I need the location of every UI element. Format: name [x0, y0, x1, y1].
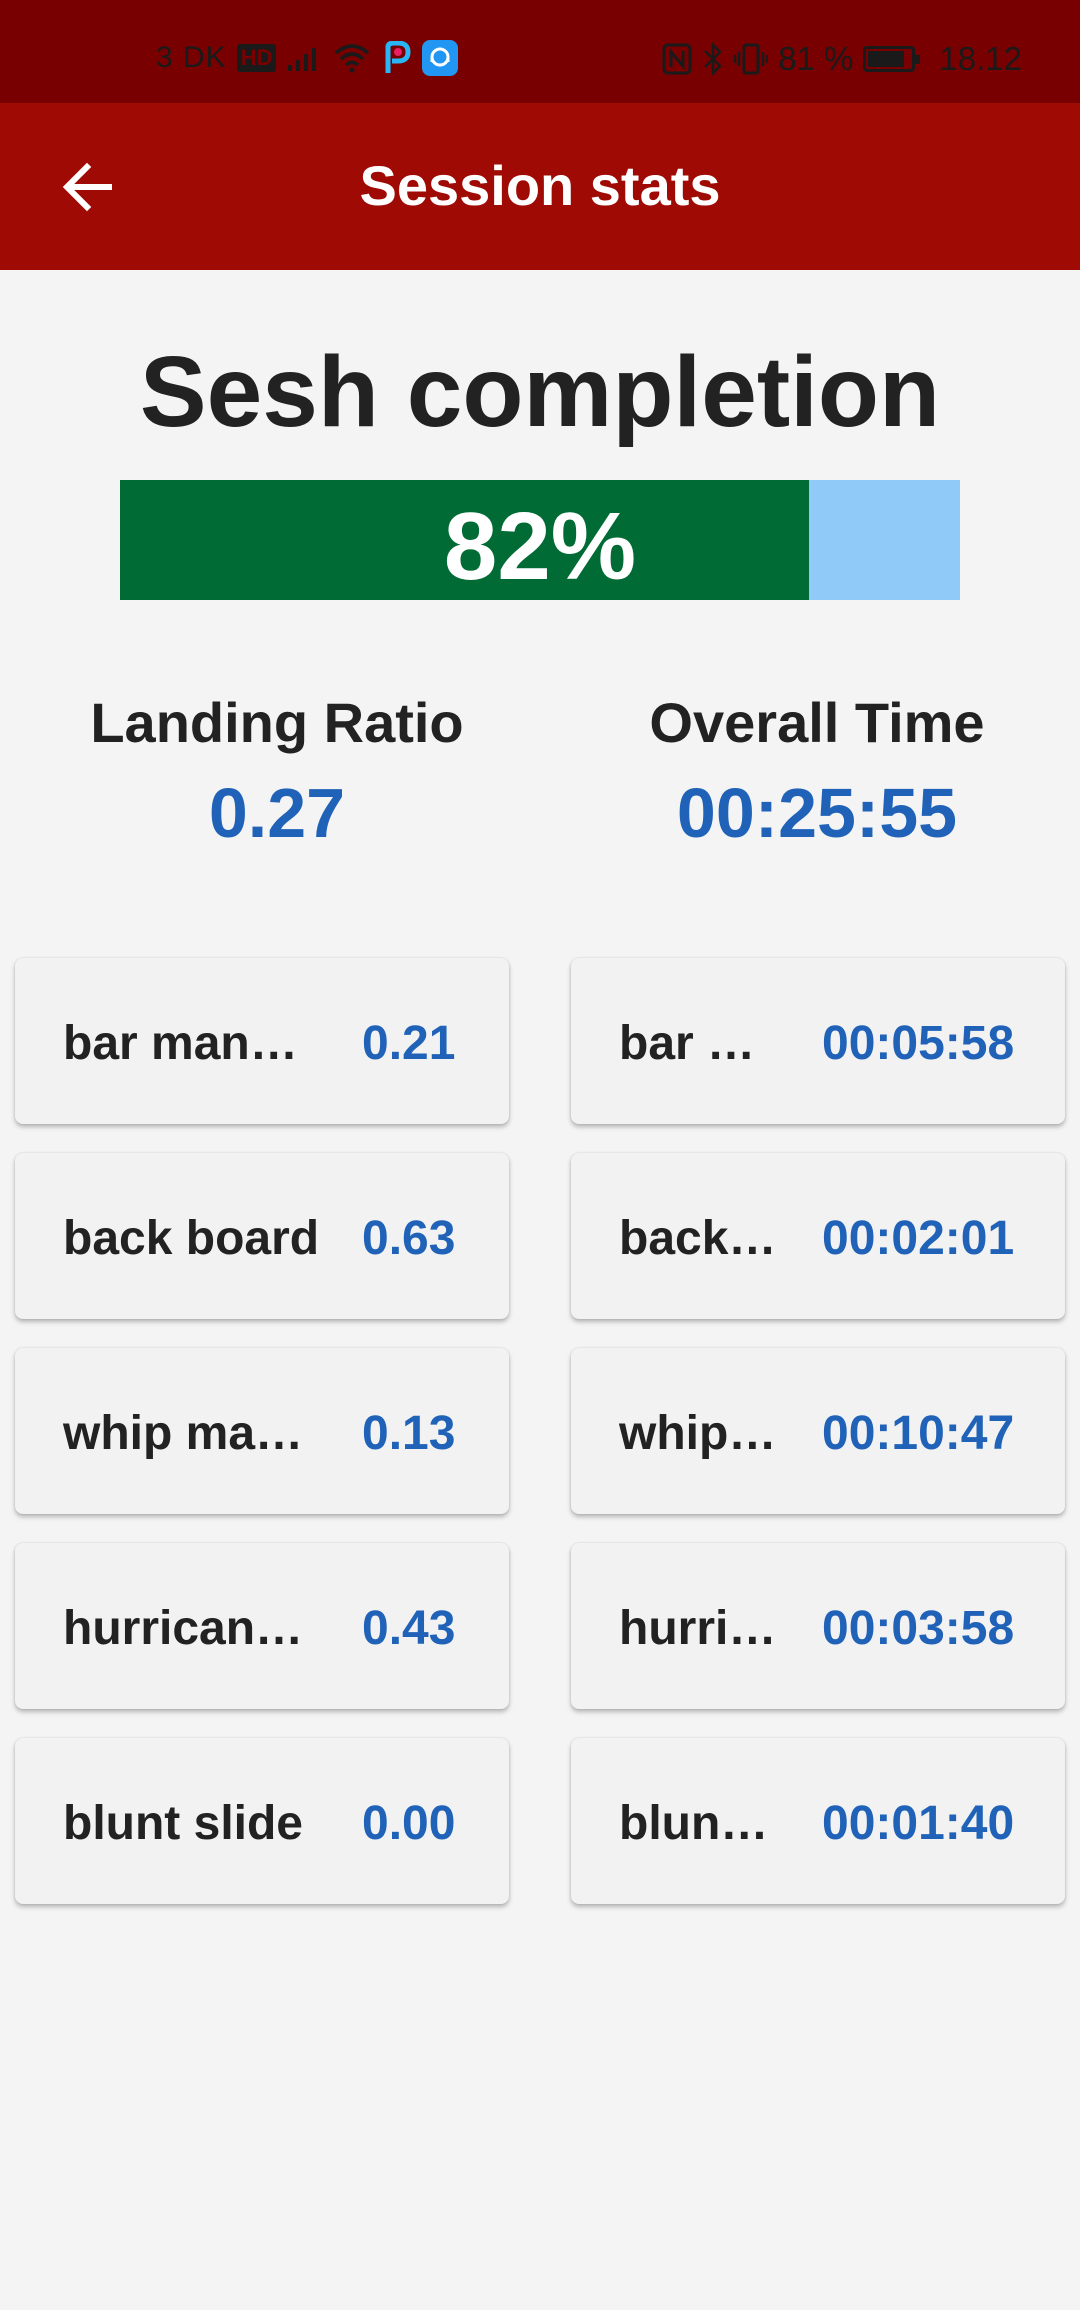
- back-button[interactable]: [45, 145, 129, 229]
- trick-name: hurric…: [619, 1602, 779, 1655]
- ratio-card[interactable]: blunt slide 0.00: [15, 1738, 509, 1904]
- battery-percent: 81 %: [778, 40, 854, 77]
- support-app-icon: [422, 40, 459, 76]
- ratio-card[interactable]: whip man… 0.13: [15, 1348, 509, 1514]
- trick-ratio: 0.00: [362, 1797, 456, 1850]
- ratio-card[interactable]: back board 0.63: [15, 1153, 509, 1319]
- bluetooth-icon: [704, 42, 722, 76]
- overall-time-stat: Overall Time 00:25:55: [567, 690, 1067, 853]
- vibrate-icon: [734, 43, 769, 75]
- clock: 18.12: [939, 40, 1022, 77]
- arrow-left-icon: [62, 162, 112, 212]
- trick-name: blunt …: [619, 1797, 779, 1850]
- completion-percent-label: 82%: [443, 493, 637, 600]
- time-card[interactable]: whip … 00:10:47: [571, 1348, 1065, 1514]
- page-title: Session stats: [359, 154, 721, 217]
- trick-name: whip …: [619, 1407, 779, 1460]
- trick-ratio: 0.63: [362, 1212, 456, 1265]
- trick-name: hurricane …: [63, 1602, 323, 1655]
- trick-time: 00:02:01: [822, 1212, 1015, 1265]
- carrier-label: 3 DK: [156, 41, 227, 74]
- overall-time-label: Overall Time: [649, 691, 985, 754]
- trick-name: bar manny…: [63, 1017, 323, 1070]
- completion-progress-bar: 82%: [120, 480, 960, 600]
- signal-icon: [288, 48, 317, 71]
- nfc-icon: [662, 43, 692, 75]
- time-card[interactable]: hurric… 00:03:58: [571, 1543, 1065, 1709]
- ratio-card[interactable]: bar manny… 0.21: [15, 958, 509, 1124]
- time-card[interactable]: back … 00:02:01: [571, 1153, 1065, 1319]
- landing-ratio-label: Landing Ratio: [90, 691, 464, 754]
- status-bar-right: 81 % 18.12: [662, 40, 1022, 78]
- trick-name: blunt slide: [63, 1797, 303, 1850]
- trick-time: 00:10:47: [822, 1407, 1015, 1460]
- status-bar: 3 DK HD: [0, 0, 1080, 103]
- trick-name: back board: [63, 1212, 320, 1265]
- landing-ratio-stat: Landing Ratio 0.27: [27, 690, 527, 853]
- trick-name: back …: [619, 1212, 779, 1265]
- trick-time: 00:01:40: [822, 1797, 1015, 1850]
- time-card[interactable]: bar … 00:05:58: [571, 958, 1065, 1124]
- completion-progress-fill: [120, 480, 809, 600]
- trick-time: 00:05:58: [822, 1017, 1015, 1070]
- ratio-card[interactable]: hurricane … 0.43: [15, 1543, 509, 1709]
- time-card[interactable]: blunt … 00:01:40: [571, 1738, 1065, 1904]
- overall-time-value: 00:25:55: [676, 774, 958, 852]
- completion-heading: Sesh completion: [139, 336, 941, 448]
- app-bar: Session stats: [0, 103, 1080, 270]
- trick-ratio: 0.21: [362, 1017, 456, 1070]
- p-app-icon: [385, 41, 411, 73]
- status-bar-left: 3 DK HD: [156, 40, 459, 76]
- wifi-icon: [335, 44, 370, 73]
- landing-ratio-value: 0.27: [208, 774, 346, 852]
- trick-time: 00:03:58: [822, 1602, 1015, 1655]
- trick-name: whip man…: [63, 1407, 323, 1460]
- hd-badge: HD: [236, 44, 277, 72]
- battery-icon: [863, 46, 921, 72]
- trick-ratio: 0.43: [362, 1602, 456, 1655]
- trick-name: bar …: [619, 1017, 756, 1070]
- trick-ratio: 0.13: [362, 1407, 456, 1460]
